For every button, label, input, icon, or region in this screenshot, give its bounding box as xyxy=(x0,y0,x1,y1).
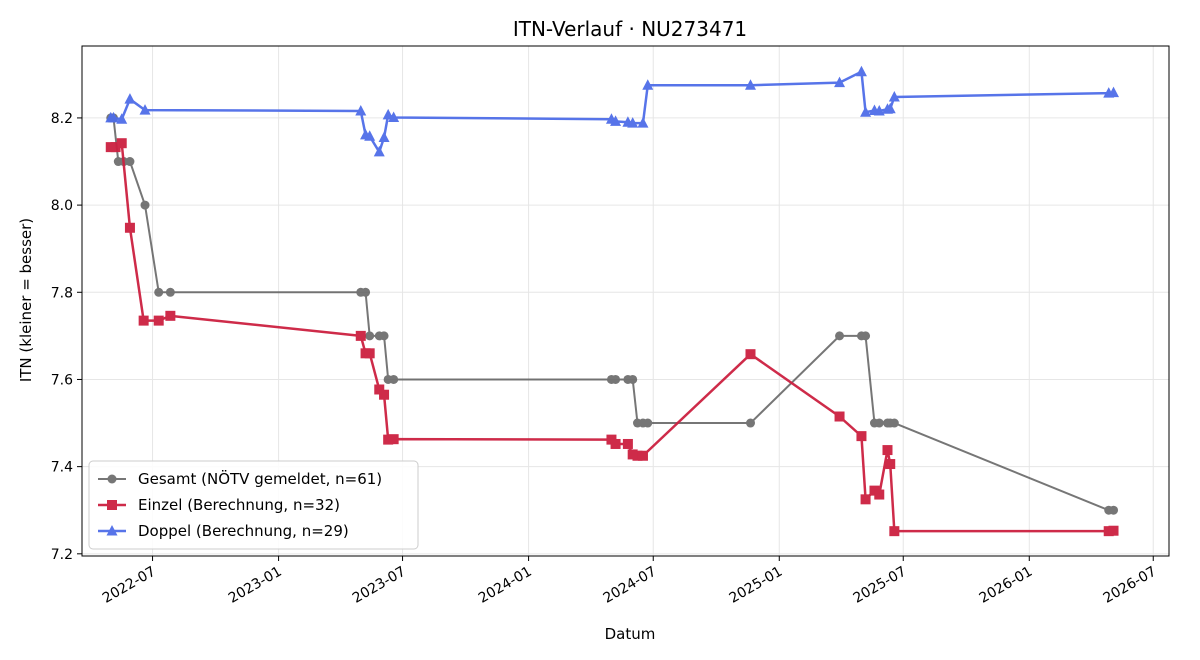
data-point xyxy=(628,374,638,384)
data-point xyxy=(165,310,176,321)
data-point xyxy=(861,331,871,341)
data-point xyxy=(388,434,399,445)
data-point xyxy=(365,331,375,341)
data-point xyxy=(379,389,390,400)
data-point xyxy=(373,145,385,157)
data-point xyxy=(610,115,622,126)
grid-lines xyxy=(82,46,1169,556)
data-point xyxy=(139,104,151,115)
data-point xyxy=(884,102,896,114)
series-3 xyxy=(105,65,1120,157)
data-point xyxy=(856,431,867,442)
legend-label: Doppel (Berechnung, n=29) xyxy=(138,522,349,540)
data-point xyxy=(389,374,399,384)
data-point xyxy=(383,434,394,445)
data-point xyxy=(834,411,845,422)
legend-marker xyxy=(106,525,118,536)
legend: Gesamt (NÖTV gemeldet, n=61) Einzel (Bere… xyxy=(88,460,419,550)
data-point xyxy=(124,222,135,233)
legend-entry xyxy=(98,474,126,484)
data-point xyxy=(745,79,757,90)
plot-frame xyxy=(81,45,1170,557)
data-point xyxy=(622,438,633,449)
data-point xyxy=(374,384,385,395)
data-point xyxy=(889,526,900,537)
data-point xyxy=(835,331,845,341)
series-2 xyxy=(105,138,1119,537)
data-point xyxy=(116,113,128,124)
legend-marker xyxy=(107,474,117,484)
data-point xyxy=(874,418,884,428)
series-1 xyxy=(106,113,1119,515)
y-tick-label: 7.6 xyxy=(51,372,73,388)
data-point xyxy=(388,111,400,122)
data-point xyxy=(140,200,150,210)
data-point xyxy=(110,142,121,153)
data-point xyxy=(637,450,648,461)
data-point xyxy=(116,138,127,149)
legend-box xyxy=(88,460,419,550)
data-point xyxy=(108,111,120,123)
data-point xyxy=(364,348,375,359)
y-tick-label: 7.4 xyxy=(51,460,73,476)
y-tick-label: 8.0 xyxy=(51,198,73,214)
data-point xyxy=(882,445,893,456)
y-axis: 7.2 7.4 7.6 7.8 8.0 8.2 xyxy=(51,111,82,563)
data-point xyxy=(154,287,164,297)
data-point xyxy=(138,315,149,326)
data-point xyxy=(873,104,885,116)
data-point xyxy=(355,330,366,341)
data-point xyxy=(153,315,164,326)
data-point xyxy=(379,331,389,341)
data-point xyxy=(361,287,371,297)
data-point xyxy=(627,117,639,128)
data-point xyxy=(889,418,899,428)
data-point xyxy=(364,130,376,141)
y-tick-label: 7.8 xyxy=(51,285,73,301)
data-point xyxy=(124,93,136,104)
legend-entry xyxy=(98,525,126,536)
data-point xyxy=(125,157,135,167)
data-point xyxy=(746,418,756,428)
data-point xyxy=(885,459,896,470)
data-point xyxy=(378,131,390,143)
data-point xyxy=(642,79,654,90)
data-point xyxy=(874,489,885,500)
y-tick-label: 8.2 xyxy=(51,111,73,127)
data-point xyxy=(1108,525,1119,536)
series-layer xyxy=(105,65,1120,537)
data-point xyxy=(860,106,872,117)
data-point xyxy=(632,450,643,461)
data-point xyxy=(888,91,900,102)
data-point xyxy=(860,494,871,505)
legend-label: Gesamt (NÖTV gemeldet, n=61) xyxy=(138,469,382,488)
data-point xyxy=(643,418,653,428)
data-point xyxy=(610,438,621,449)
data-point xyxy=(855,65,867,77)
y-axis-label: ITN (kleiner = besser) xyxy=(17,218,35,382)
y-tick-label: 7.2 xyxy=(51,547,73,563)
data-point xyxy=(355,104,367,116)
legend-marker xyxy=(107,500,117,510)
legend-entry xyxy=(98,500,126,510)
legend-label: Einzel (Berechnung, n=32) xyxy=(138,496,340,514)
data-point xyxy=(165,287,175,297)
data-point xyxy=(611,374,621,384)
data-point xyxy=(834,76,846,88)
data-point xyxy=(1108,86,1120,98)
x-axis-label: Datum xyxy=(605,625,656,643)
data-point xyxy=(745,349,756,360)
data-point xyxy=(1109,505,1119,515)
data-point xyxy=(637,117,649,128)
chart-title: ITN-Verlauf · NU273471 xyxy=(513,17,747,41)
